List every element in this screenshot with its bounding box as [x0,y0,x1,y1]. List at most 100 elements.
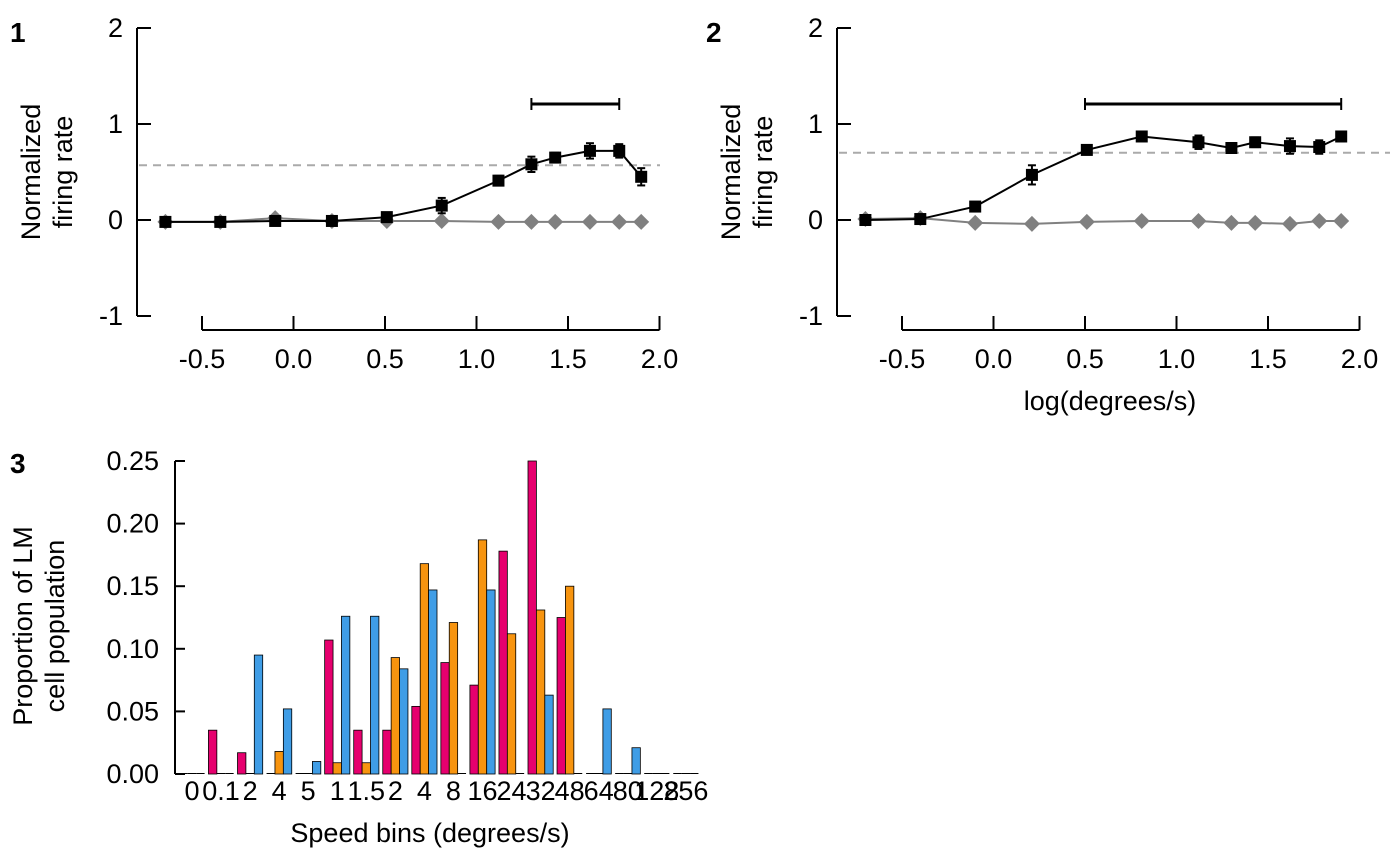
y-tick-label: 0.15 [106,571,159,601]
x-tick-label: 2 [388,776,403,806]
bar [631,747,641,775]
y-axis-label-line-2: firing rate [748,116,778,229]
diamond-marker [1133,212,1150,229]
y-axis-label-line-2: cell population [40,540,70,713]
plot-area [836,27,1390,331]
y-tick-label: 2 [808,13,823,43]
plot-area [136,27,661,331]
square-marker [859,214,872,226]
square-marker [380,211,393,224]
y-tick-label: 0 [108,205,123,235]
control-series-line [865,217,1342,225]
response-series-line [165,149,642,223]
x-tick-labels: -0.5 0.0 0.5 1.0 1.5 2.0 [879,344,1379,374]
bar [324,639,334,775]
square-marker [1135,130,1148,143]
panel-label: 2 [706,17,722,48]
diamond-marker [1281,215,1298,232]
square-marker [325,214,338,227]
response-series-line [865,135,1342,221]
bar [527,460,537,775]
bar [440,662,450,775]
x-tick-label: 0.5 [366,344,404,374]
bar [399,668,409,775]
square-marker [1080,143,1093,156]
diamond-marker [1190,212,1207,229]
bar [390,657,400,775]
square-marker [269,214,282,227]
y-tick-label: -1 [799,301,823,331]
bar [332,762,342,775]
panel-1: 1 Normalized firing rate 2 1 0 -1 -0.5 0.0 0.… [10,13,678,374]
x-tick-label: 1.0 [1158,344,1196,374]
y-axis-label-line-1: Normalized [16,104,46,241]
square-marker [214,215,227,228]
bar [428,589,438,775]
x-tick-label: 1.0 [458,344,496,374]
y-tick-label: 0.05 [106,696,159,726]
square-marker [159,215,172,228]
x-tick-label: 0.5 [1066,344,1104,374]
bar [208,729,218,775]
diamond-marker [1078,213,1095,230]
diamond-marker [611,213,628,230]
square-marker [1283,140,1296,153]
x-tick-label: 0 [184,776,199,806]
diamond-marker [1247,214,1264,231]
square-marker [435,199,448,212]
bar [411,705,421,775]
y-tick-label: 0.10 [106,634,159,664]
x-tick-label: 80 [613,776,643,806]
x-tick-label: 16 [467,776,497,806]
x-tick-label: -0.5 [179,344,226,374]
square-marker [1335,130,1348,143]
x-tick-label: 5 [301,776,316,806]
panel-3: 3 Proportion of LM cell population Speed… [8,446,708,848]
bar [353,729,363,775]
bar [565,585,575,775]
square-marker [1249,136,1262,149]
bar [341,615,351,775]
x-tick-label: 2.0 [1341,344,1379,374]
square-marker [492,174,505,187]
x-tick-label: 0.0 [275,344,313,374]
diamond-marker [1311,212,1328,229]
bar [311,761,322,775]
x-tick-label: 2 [243,776,258,806]
x-tick-label: 32 [526,776,556,806]
x-tick-labels: -0.5 0.0 0.5 1.0 1.5 2.0 [179,344,679,374]
diamond-marker [433,212,450,229]
bar [486,589,496,775]
y-axis-label-line-1: Proportion of LM [8,526,38,726]
bar [506,633,517,775]
bar [536,609,546,775]
bar [237,752,247,775]
diamond-marker [633,213,650,230]
diamond-marker [490,213,507,230]
square-marker [969,200,982,213]
x-tick-label: 256 [663,776,708,806]
diamond-marker [1223,214,1240,231]
bar [544,694,554,775]
square-marker [914,213,927,226]
x-tick-label: 1.5 [549,344,587,374]
y-axis-label-line-2: firing rate [48,116,78,229]
x-tick-label: 8 [446,776,461,806]
x-tick-label: 64 [584,776,614,806]
square-marker [613,144,626,157]
bar [602,708,612,775]
diamond-marker [581,213,598,230]
y-tick-label: 0.20 [106,509,159,539]
square-marker [635,170,648,183]
square-marker [1192,136,1205,149]
panel-2: 2 Normalized firing rate log(degrees/s) … [706,13,1390,416]
bar [448,622,459,775]
y-tick-label: 1 [808,109,823,139]
bar [361,762,371,775]
bar [370,615,380,775]
diamond-marker [547,213,564,230]
y-axis-label-line-1: Normalized [716,104,746,241]
bar [498,550,508,775]
